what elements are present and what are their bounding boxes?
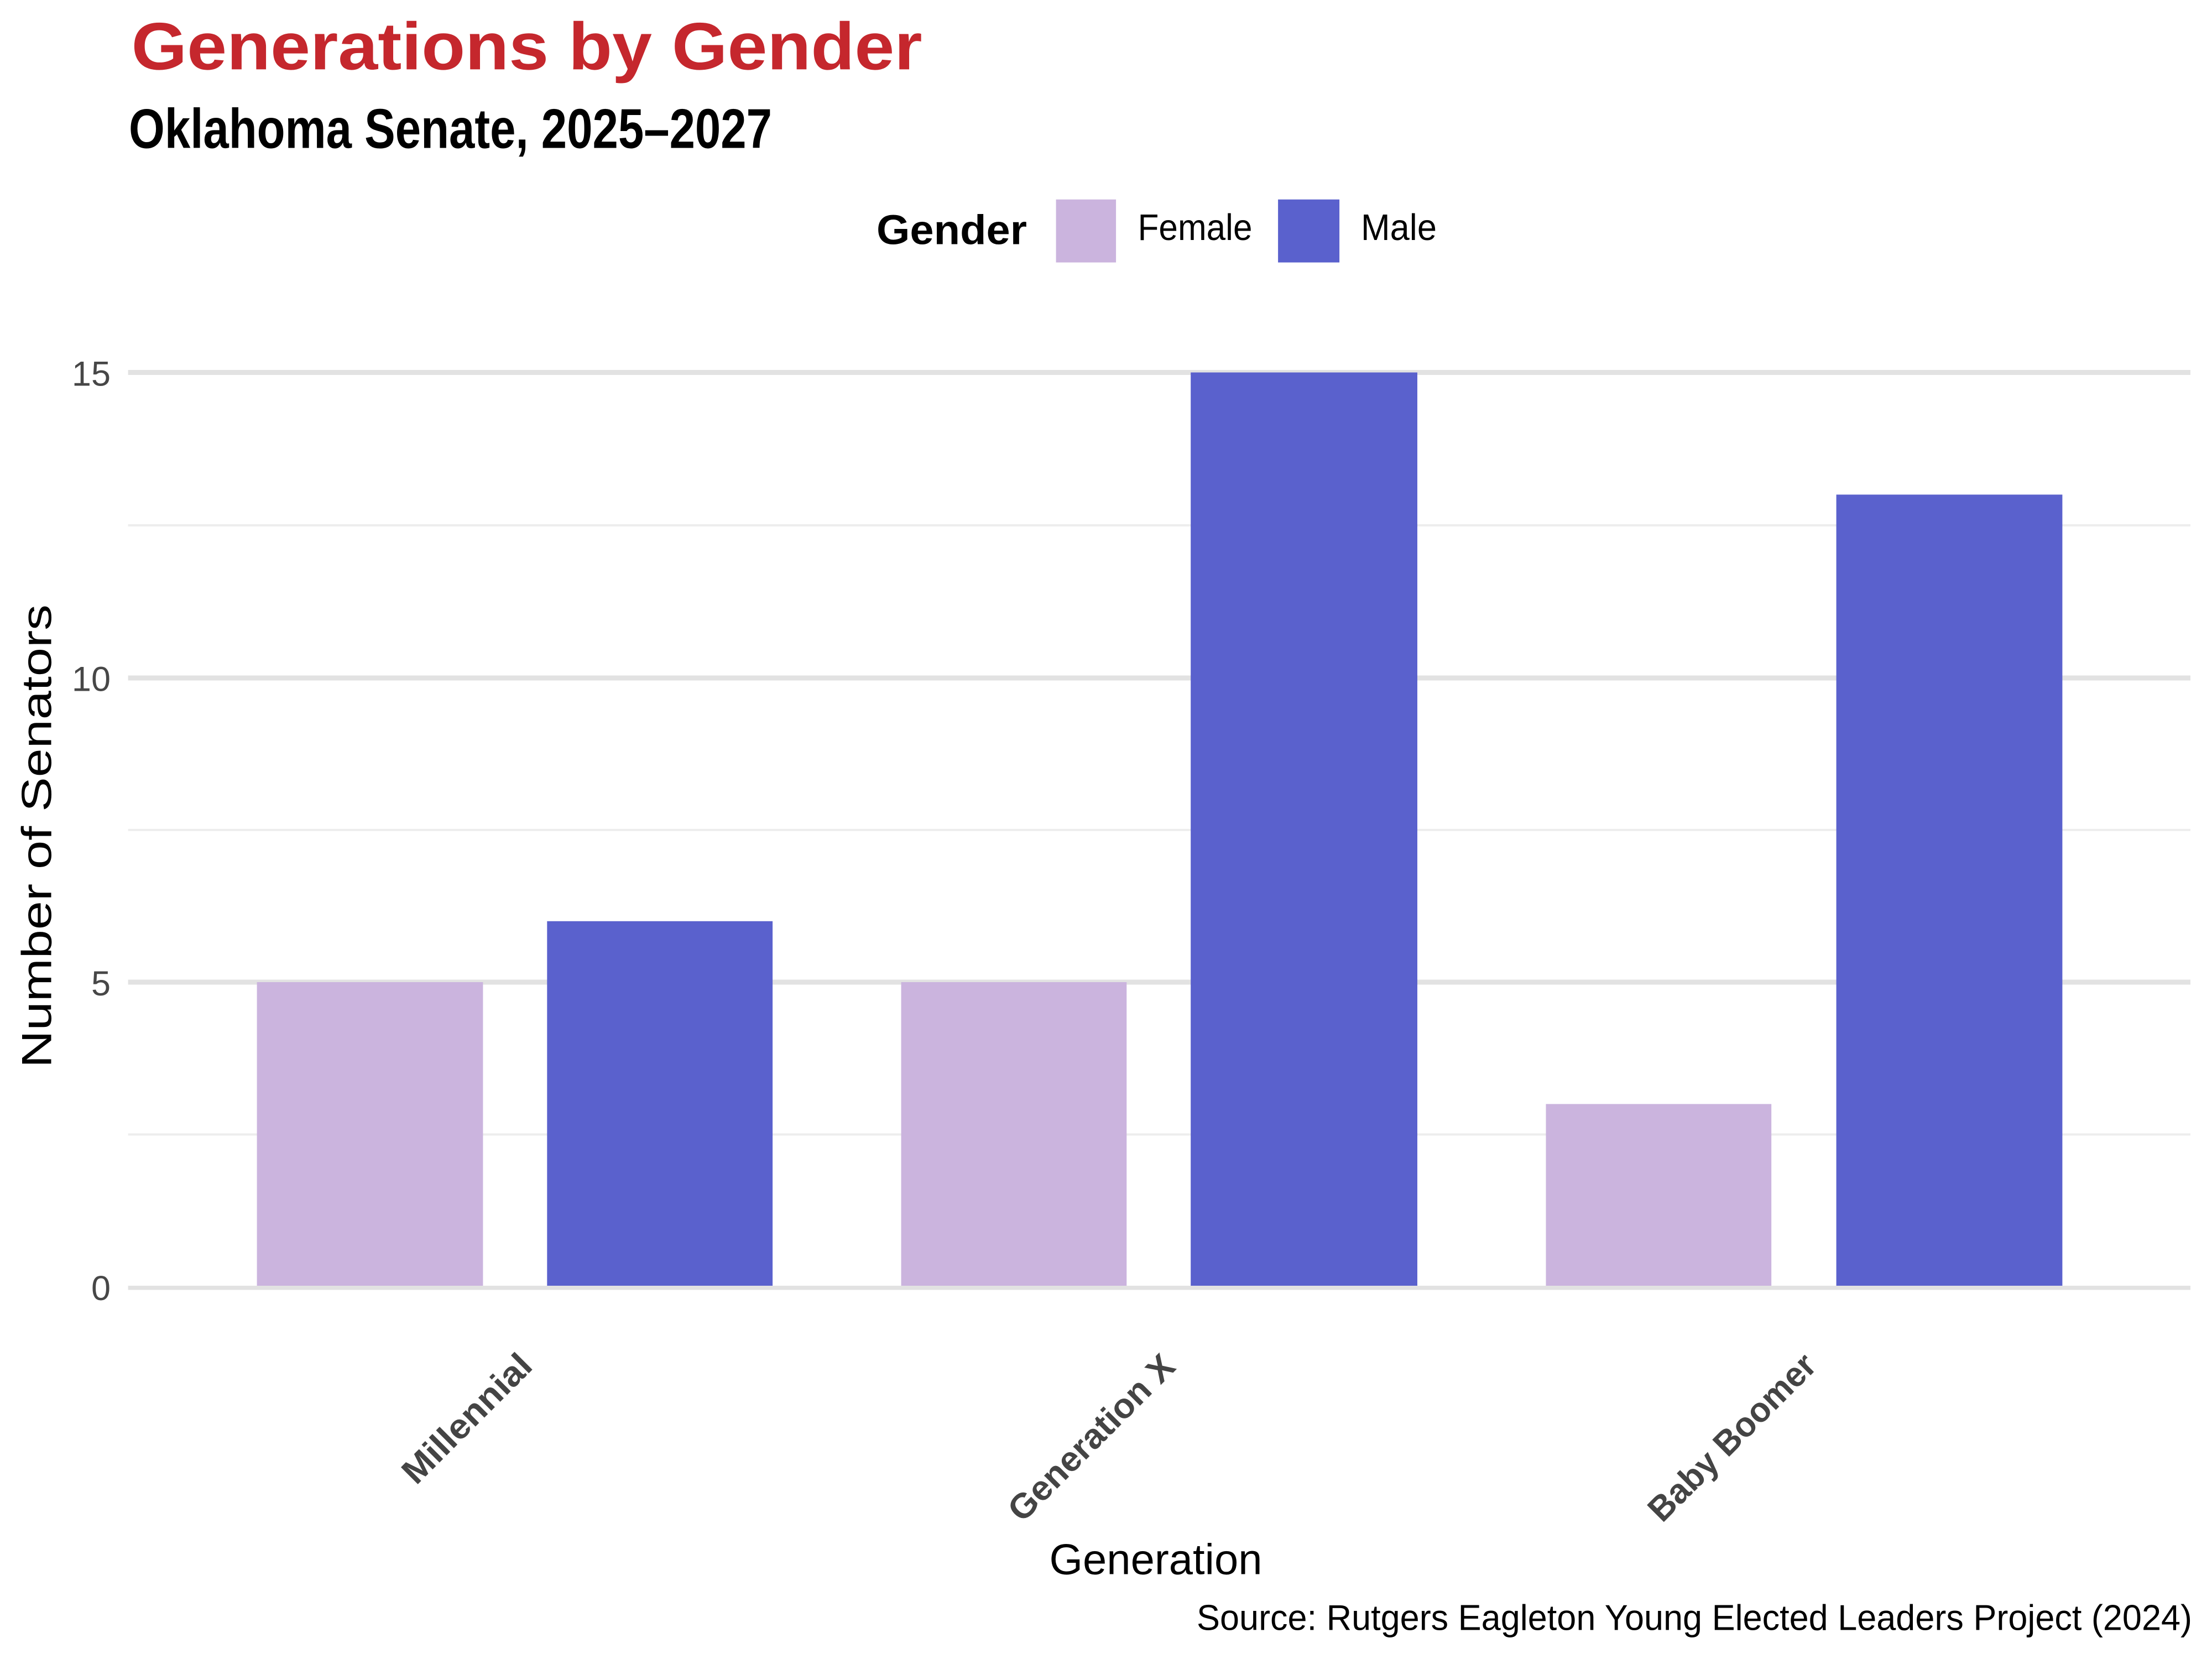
svg-text:5: 5	[91, 964, 111, 1003]
svg-text:Generation: Generation	[1050, 1535, 1262, 1584]
svg-text:10: 10	[72, 660, 111, 699]
svg-text:15: 15	[72, 355, 111, 394]
svg-text:Female: Female	[1138, 207, 1253, 248]
svg-text:Number of Senators: Number of Senators	[14, 604, 61, 1068]
svg-text:Source: Rutgers Eagleton Young: Source: Rutgers Eagleton Young Elected L…	[1197, 1598, 2192, 1638]
svg-text:0: 0	[91, 1269, 111, 1308]
svg-text:Male: Male	[1361, 207, 1437, 248]
svg-text:Gender: Gender	[877, 207, 1027, 253]
svg-text:Oklahoma Senate, 2025–2027: Oklahoma Senate, 2025–2027	[129, 98, 772, 160]
svg-text:Generations by Gender: Generations by Gender	[132, 8, 922, 84]
